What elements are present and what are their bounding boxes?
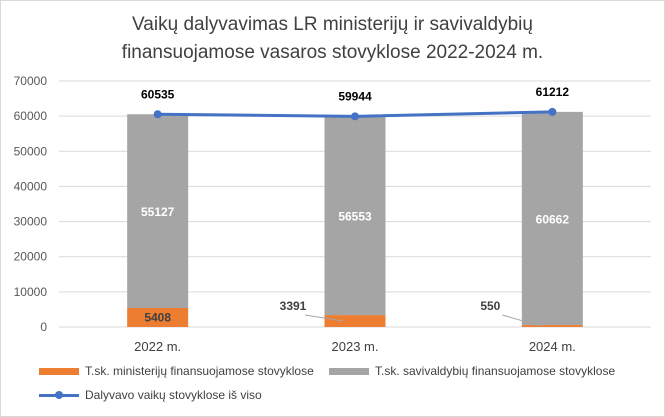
y-tick-label: 60000 <box>14 109 48 123</box>
total-point <box>351 112 359 121</box>
y-tick-label: 70000 <box>14 74 48 88</box>
x-tick-label: 2022 m. <box>134 339 181 354</box>
chart-title-line-1: Vaikų dalyvavimas LR ministerijų ir savi… <box>132 14 533 35</box>
y-tick-label: 0 <box>40 320 47 334</box>
data-label-savivaldybes: 56553 <box>338 210 372 224</box>
x-tick-label: 2024 m. <box>529 339 576 354</box>
data-label-savivaldybes: 55127 <box>141 205 175 219</box>
legend-marker <box>55 391 63 399</box>
data-label-ministerijos: 3391 <box>280 299 307 313</box>
y-tick-label: 50000 <box>14 144 48 158</box>
legend-label-is-viso: Dalyvavo vaikų stovyklose iš viso <box>85 388 262 402</box>
chart-title: Vaikų dalyvavimas LR ministerijų ir savi… <box>1 11 664 67</box>
legend-swatch-ministerijos <box>39 367 79 375</box>
legend-label-ministerijos: T.sk. ministerijų finansuojamose stovykl… <box>85 364 314 378</box>
y-tick-label: 20000 <box>14 250 48 264</box>
legend-swatch-is-viso <box>39 390 79 400</box>
legend-item-savivaldybes: T.sk. savivaldybių finansuojamose stovyk… <box>329 364 615 378</box>
bar-ministerijos <box>127 307 189 327</box>
data-label-ministerijos: 550 <box>480 299 500 313</box>
chart-title-line-2: finansuojamose vasaros stovyklose 2022-2… <box>121 42 544 63</box>
total-point <box>548 107 557 116</box>
data-label-total: 60535 <box>141 87 175 101</box>
data-label-savivaldybes: 60662 <box>536 212 570 226</box>
bar-ministerijos <box>521 325 583 327</box>
y-tick-label: 40000 <box>14 179 48 193</box>
data-label-total: 59944 <box>338 89 372 103</box>
bar-savivaldybes <box>521 111 583 326</box>
legend-label-savivaldybes: T.sk. savivaldybių finansuojamose stovyk… <box>375 364 616 378</box>
bar-savivaldybes <box>324 116 386 316</box>
legend-item-ministerijos: T.sk. ministerijų finansuojamose stovykl… <box>39 364 314 378</box>
data-label-total: 61212 <box>536 85 570 99</box>
legend-swatch-savivaldybes <box>329 367 369 375</box>
y-tick-label: 10000 <box>14 285 48 299</box>
total-point <box>153 110 162 119</box>
chart-plot-area: 0 10000 20000 30000 40000 50000 60000 70000 2022… <box>14 74 651 354</box>
x-tick-label: 2023 m. <box>332 339 379 354</box>
legend-item-is-viso: Dalyvavo vaikų stovyklose iš viso <box>39 388 262 402</box>
bar-savivaldybes <box>127 114 189 308</box>
y-tick-label: 30000 <box>14 215 48 229</box>
bar-ministerijos <box>324 315 386 327</box>
leader-line <box>502 314 541 327</box>
leader-line <box>304 314 344 322</box>
data-label-ministerijos: 5408 <box>144 310 171 324</box>
